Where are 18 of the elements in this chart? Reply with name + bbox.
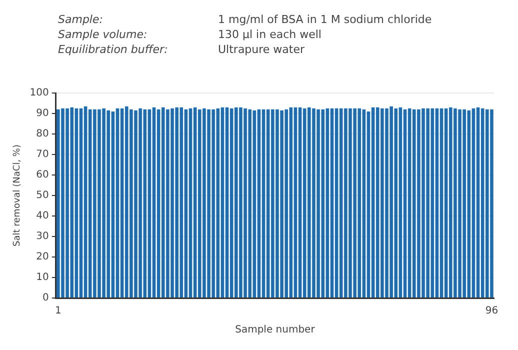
text: Equilibration buffer: Ultrapure water (58, 43, 305, 56)
y-tick-label: 60 (36, 170, 49, 181)
x-tick-label: 1 (54, 306, 62, 317)
y-tick-label: 40 (36, 210, 49, 222)
x-axis-title: Sample number (235, 324, 316, 336)
text: Sample: 1 mg/ml of BSA in 1 M sodium chloride (58, 13, 432, 26)
y-tick-label: 10 (36, 272, 49, 284)
y-tick-label: 90 (36, 108, 49, 120)
y-tick-label: 20 (36, 252, 49, 263)
y-axis-title: Salt removal (NaCl, %) (12, 144, 23, 246)
x-tick-label: 96 (485, 306, 498, 317)
y-tick-label: 80 (36, 128, 49, 140)
y-tick-label: 70 (36, 149, 49, 160)
y-tick-label: 0 (42, 292, 49, 304)
y-tick-label: 30 (36, 231, 49, 242)
y-tick-label: 100 (30, 88, 49, 99)
text: Sample volume: 130 µl in each well (58, 28, 322, 41)
y-tick-label: 50 (36, 190, 49, 202)
